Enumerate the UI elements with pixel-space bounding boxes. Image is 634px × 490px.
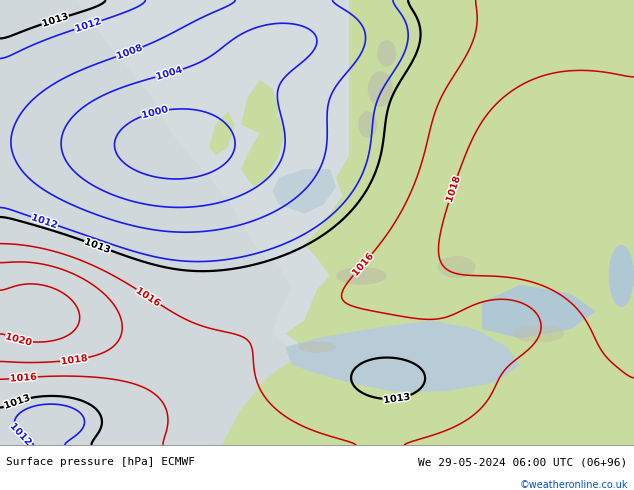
Text: 1013: 1013: [41, 11, 70, 29]
Polygon shape: [285, 320, 520, 392]
Ellipse shape: [298, 342, 336, 353]
Text: 1012: 1012: [30, 212, 59, 230]
Ellipse shape: [336, 267, 387, 285]
Ellipse shape: [437, 256, 476, 278]
Text: 1016: 1016: [350, 251, 375, 278]
Ellipse shape: [368, 71, 393, 107]
Text: 1016: 1016: [134, 285, 162, 308]
Text: 1013: 1013: [383, 392, 411, 405]
Text: We 29-05-2024 06:00 UTC (06+96): We 29-05-2024 06:00 UTC (06+96): [418, 457, 628, 467]
Ellipse shape: [358, 111, 377, 138]
Text: ©weatheronline.co.uk: ©weatheronline.co.uk: [519, 480, 628, 490]
Text: Surface pressure [hPa] ECMWF: Surface pressure [hPa] ECMWF: [6, 457, 195, 467]
Polygon shape: [222, 0, 634, 445]
Ellipse shape: [609, 245, 634, 307]
Polygon shape: [482, 285, 596, 338]
Ellipse shape: [377, 40, 396, 67]
Text: 1004: 1004: [155, 65, 183, 82]
Text: 1013: 1013: [83, 237, 112, 255]
Text: 1008: 1008: [115, 43, 144, 61]
Polygon shape: [222, 392, 634, 445]
Bar: [349, 0, 634, 445]
Polygon shape: [241, 116, 285, 187]
Text: 1013: 1013: [3, 392, 31, 411]
Text: 1018: 1018: [444, 175, 462, 204]
Polygon shape: [222, 347, 380, 445]
Ellipse shape: [514, 325, 564, 343]
Text: 1012: 1012: [8, 421, 34, 447]
Polygon shape: [241, 80, 279, 133]
Text: 1020: 1020: [4, 331, 33, 348]
Text: 1016: 1016: [10, 372, 37, 384]
Text: 1012: 1012: [74, 16, 102, 34]
Polygon shape: [209, 111, 235, 156]
Polygon shape: [273, 169, 336, 214]
Text: 1000: 1000: [141, 104, 169, 121]
Polygon shape: [0, 0, 298, 445]
Text: 1018: 1018: [60, 353, 88, 367]
